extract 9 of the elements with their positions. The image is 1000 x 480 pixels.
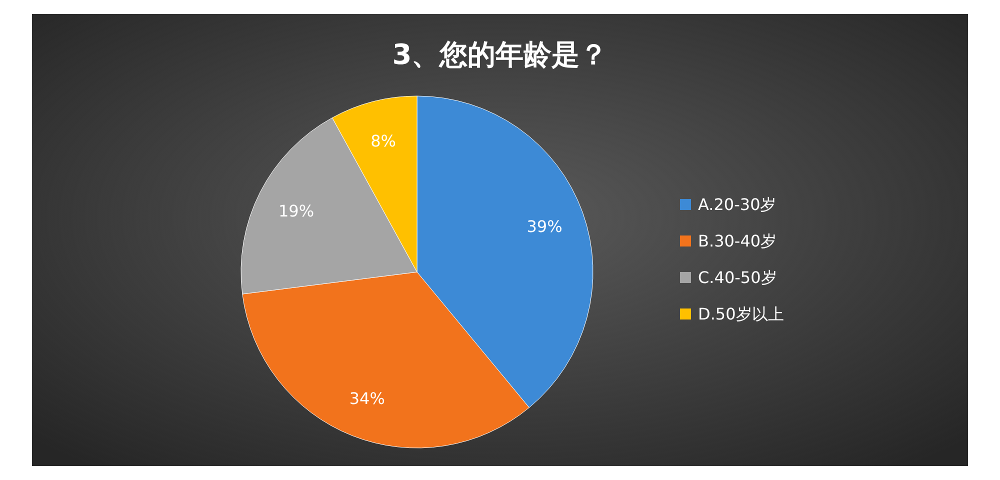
legend-label: D.50岁以上 <box>698 304 784 324</box>
legend-label: C.40-50岁 <box>698 268 777 287</box>
data-label: 39% <box>526 217 562 236</box>
legend-label: A.20-30岁 <box>698 195 776 214</box>
data-label: 34% <box>349 389 385 408</box>
legend-label: B.30-40岁 <box>698 232 777 250</box>
data-label: 19% <box>278 201 314 220</box>
data-label: 8% <box>370 132 396 151</box>
chart-title: 3、您的年龄是？ <box>392 38 608 71</box>
